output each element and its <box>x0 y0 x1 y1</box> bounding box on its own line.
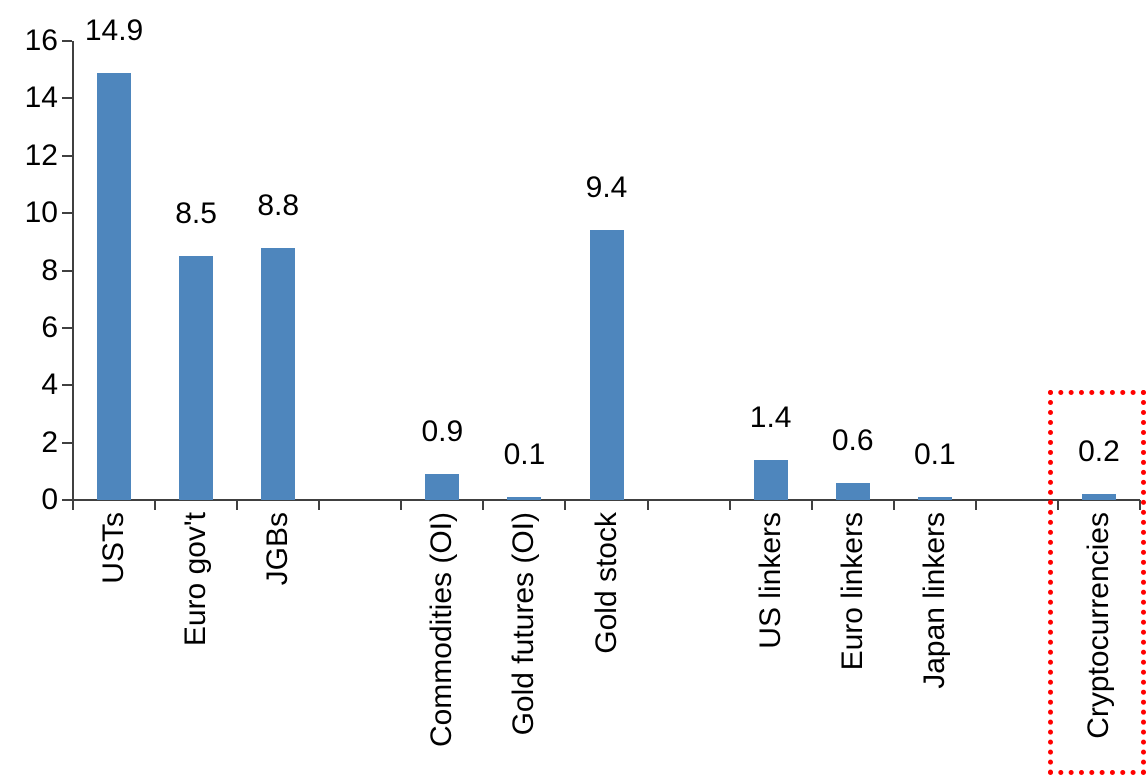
bar-value-label: 9.4 <box>585 171 628 205</box>
x-category-label: USTs <box>97 512 131 584</box>
y-tick <box>62 326 72 329</box>
x-tick <box>564 500 567 510</box>
y-tick-label: 8 <box>41 253 58 287</box>
y-tick <box>62 384 72 387</box>
y-tick <box>62 212 72 215</box>
bar-value-label: 8.8 <box>257 188 300 222</box>
bar-value-label: 0.1 <box>913 438 956 472</box>
x-tick <box>728 500 731 510</box>
x-category-label: Euro gov't <box>179 512 213 647</box>
bar <box>917 497 952 500</box>
bar <box>97 72 132 500</box>
y-tick <box>62 40 72 42</box>
y-tick-label: 0 <box>41 483 58 516</box>
y-tick <box>62 441 72 444</box>
bar-value-label: 1.4 <box>749 400 792 434</box>
bar <box>753 459 788 500</box>
x-tick <box>400 500 403 510</box>
x-axis-line <box>73 499 1140 501</box>
y-axis-line <box>72 41 74 510</box>
y-tick-label: 12 <box>24 138 58 172</box>
y-tick <box>62 269 72 272</box>
x-category-label: JGBs <box>261 512 295 586</box>
bar <box>507 497 542 500</box>
y-tick <box>62 499 72 501</box>
y-tick <box>62 97 72 100</box>
bar <box>1081 494 1116 500</box>
x-tick <box>1056 500 1059 510</box>
x-category-label: Gold stock <box>589 512 623 654</box>
bar-value-label: 0.2 <box>1078 435 1120 469</box>
y-tick-label: 16 <box>24 24 58 57</box>
bar <box>589 230 624 500</box>
bar-value-label: 14.9 <box>84 13 144 47</box>
y-tick-label: 10 <box>24 196 58 230</box>
x-tick <box>810 500 813 510</box>
x-category-label: Japan linkers <box>917 512 951 689</box>
x-tick <box>1139 500 1141 510</box>
bar-value-label: 8.5 <box>175 197 217 231</box>
bar <box>261 247 296 500</box>
bar <box>835 482 870 500</box>
bar <box>425 474 460 500</box>
highlight-box <box>1047 390 1146 775</box>
bar <box>179 256 214 500</box>
x-tick <box>318 500 321 510</box>
y-tick-label: 6 <box>41 310 58 344</box>
x-category-label: Commodities (OI) <box>425 512 459 748</box>
y-tick-label: 2 <box>41 425 58 459</box>
y-tick <box>62 154 72 157</box>
x-tick <box>236 500 239 510</box>
x-tick <box>72 500 74 510</box>
x-tick <box>892 500 895 510</box>
x-category-label: Euro linkers <box>835 512 869 671</box>
x-category-label: Gold futures (OI) <box>507 512 541 736</box>
y-tick-label: 14 <box>24 81 58 115</box>
x-tick <box>482 500 485 510</box>
bar-value-label: 0.9 <box>421 415 464 449</box>
x-category-label: US linkers <box>753 512 787 649</box>
bar-value-label: 0.1 <box>503 438 546 472</box>
x-tick <box>974 500 977 510</box>
bar-value-label: 0.6 <box>831 423 874 457</box>
y-tick-label: 4 <box>41 368 58 402</box>
x-tick <box>646 500 649 510</box>
x-tick <box>154 500 157 510</box>
